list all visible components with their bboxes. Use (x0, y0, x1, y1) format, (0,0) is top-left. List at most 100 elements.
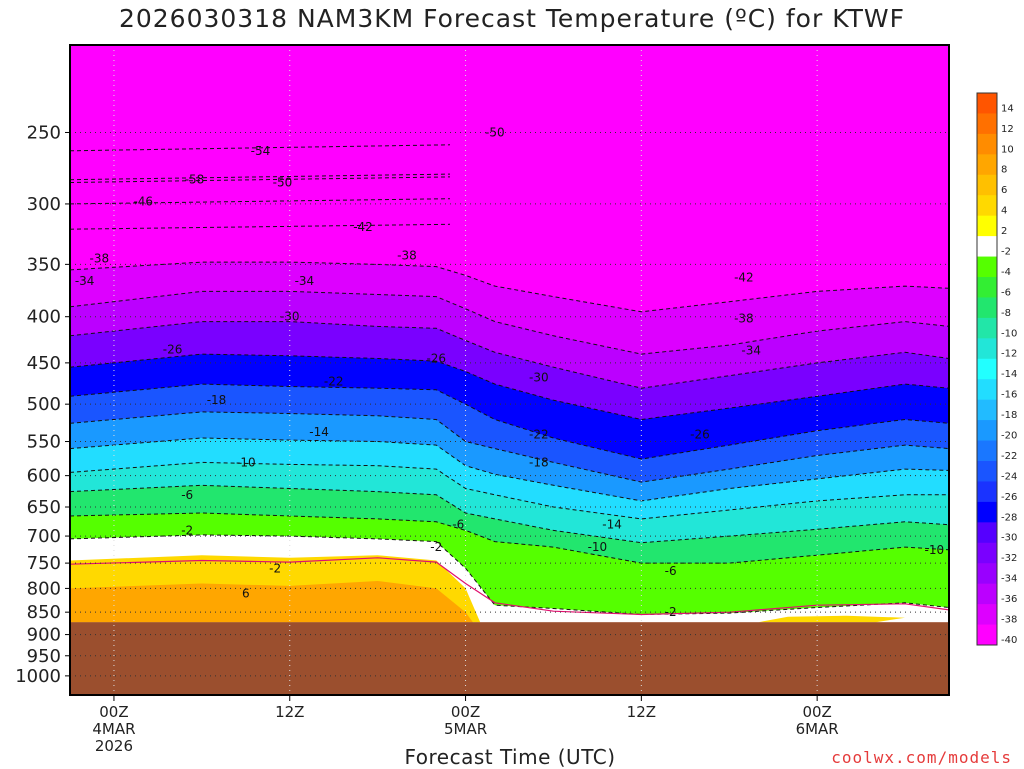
colorbar-swatch (977, 379, 997, 401)
y-tick-label: 300 (27, 194, 61, 215)
contour-label: -34 (295, 274, 315, 288)
x-tick-label: 00Z (802, 703, 831, 721)
colorbar-label: -34 (1001, 574, 1017, 585)
contour-label: -2 (430, 540, 442, 554)
colorbar-swatch (977, 297, 997, 319)
colorbar-label: -22 (1001, 451, 1017, 462)
x-tick-label: 2026 (95, 737, 133, 755)
colorbar-swatch (977, 624, 997, 646)
x-axis-title: Forecast Time (UTC) (404, 745, 616, 769)
colorbar-label: -20 (1001, 431, 1017, 442)
x-tick-label: 00Z (451, 703, 480, 721)
x-tick-label: 00Z (99, 703, 128, 721)
y-tick-label: 450 (27, 353, 61, 374)
contour-label: -54 (251, 144, 271, 158)
colorbar-label: -6 (1001, 287, 1011, 298)
y-tick-label: 250 (27, 122, 61, 143)
colorbar-label: 2 (1001, 226, 1007, 237)
x-tick-label: 12Z (275, 703, 304, 721)
y-tick-label: 600 (27, 466, 61, 487)
y-tick-label: 750 (27, 553, 61, 574)
contour-label: -38 (734, 312, 754, 326)
contour-line (69, 223, 451, 230)
colorbar-swatch (977, 215, 997, 237)
contour-line (69, 411, 950, 483)
colorbar-label: 14 (1001, 103, 1014, 114)
contour-label: -22 (529, 427, 549, 441)
colorbar-swatch (977, 583, 997, 605)
colorbar-label: -8 (1001, 308, 1011, 319)
chart-title: 2026030318 NAM3KM Forecast Temperature (… (118, 4, 906, 33)
warm-layer-inner (70, 581, 473, 623)
colorbar-label: 4 (1001, 206, 1007, 217)
contour-line (69, 261, 950, 313)
colorbar-swatch (977, 604, 997, 626)
terrain (70, 622, 949, 695)
contour-label: -14 (602, 518, 622, 532)
colorbar-label: -28 (1001, 512, 1017, 523)
contour-label: -10 (236, 455, 256, 469)
contour-line (69, 383, 950, 460)
colorbar-swatch (977, 236, 997, 258)
y-tick-label: 1000 (15, 666, 61, 687)
contour-label: -30 (280, 310, 300, 324)
contour-label: -46 (133, 194, 153, 208)
contour-line (69, 176, 451, 183)
y-tick-label: 550 (27, 432, 61, 453)
contour-label: -34 (741, 343, 761, 357)
colorbar-label: 8 (1001, 165, 1007, 176)
colorbar-swatch (977, 461, 997, 482)
contour-line (69, 534, 950, 616)
colorbar-swatch (977, 256, 997, 278)
contour-label: -30 (529, 370, 549, 384)
colorbar-label: -14 (1001, 369, 1017, 380)
x-tick-label: 12Z (627, 703, 656, 721)
contour-label: -38 (397, 248, 417, 262)
contour-label: -42 (353, 220, 373, 234)
colorbar-swatch (977, 113, 997, 135)
contour-label: -18 (207, 393, 227, 407)
colorbar-swatch (977, 542, 997, 564)
colorbar-swatch (977, 277, 997, 298)
colorbar-swatch (977, 174, 997, 196)
colorbar-swatch (977, 399, 997, 421)
colorbar-swatch (977, 563, 997, 585)
contour-label: -50 (273, 175, 293, 189)
contour-label: -2 (665, 605, 677, 619)
colorbar-label: 10 (1001, 144, 1014, 155)
colorbar-label: -32 (1001, 553, 1017, 564)
y-tick-label: 650 (27, 497, 61, 518)
colorbar-label: -4 (1001, 267, 1011, 278)
colorbar-swatch (977, 358, 997, 380)
contour-label: -6 (181, 488, 193, 502)
contour-line (69, 173, 451, 181)
y-tick-label: 800 (27, 578, 61, 599)
credit-link[interactable]: coolwx.com/models (831, 748, 1012, 767)
colorbar-swatch (977, 481, 997, 503)
colorbar-label: -12 (1001, 349, 1017, 360)
colorbar-swatch (977, 133, 997, 155)
contour-label: -58 (185, 173, 205, 187)
x-tick-label: 5MAR (444, 720, 487, 738)
contour-label: -38 (89, 252, 109, 266)
contour-line (69, 321, 950, 389)
contour-line (69, 144, 451, 152)
colorbar-label: 6 (1001, 185, 1007, 196)
contour-label: -6 (452, 518, 464, 532)
contour-label: -10 (588, 540, 608, 554)
contour-line (69, 484, 950, 544)
contour-label: -2 (181, 523, 193, 537)
colorbar-label: -26 (1001, 492, 1017, 503)
contour-label: -6 (665, 564, 677, 578)
contour-label: -22 (324, 375, 344, 389)
colorbar-label: -16 (1001, 390, 1017, 401)
colorbar-swatch (977, 93, 997, 114)
colorbar-swatch (977, 154, 997, 176)
contour-label: -26 (690, 427, 710, 441)
colorbar-label: -38 (1001, 615, 1017, 626)
contour-label: -18 (529, 455, 549, 469)
contour-label: -34 (75, 274, 95, 288)
plot-frame (69, 44, 950, 696)
colorbar-label: -2 (1001, 247, 1011, 258)
colorbar-swatch (977, 195, 997, 217)
